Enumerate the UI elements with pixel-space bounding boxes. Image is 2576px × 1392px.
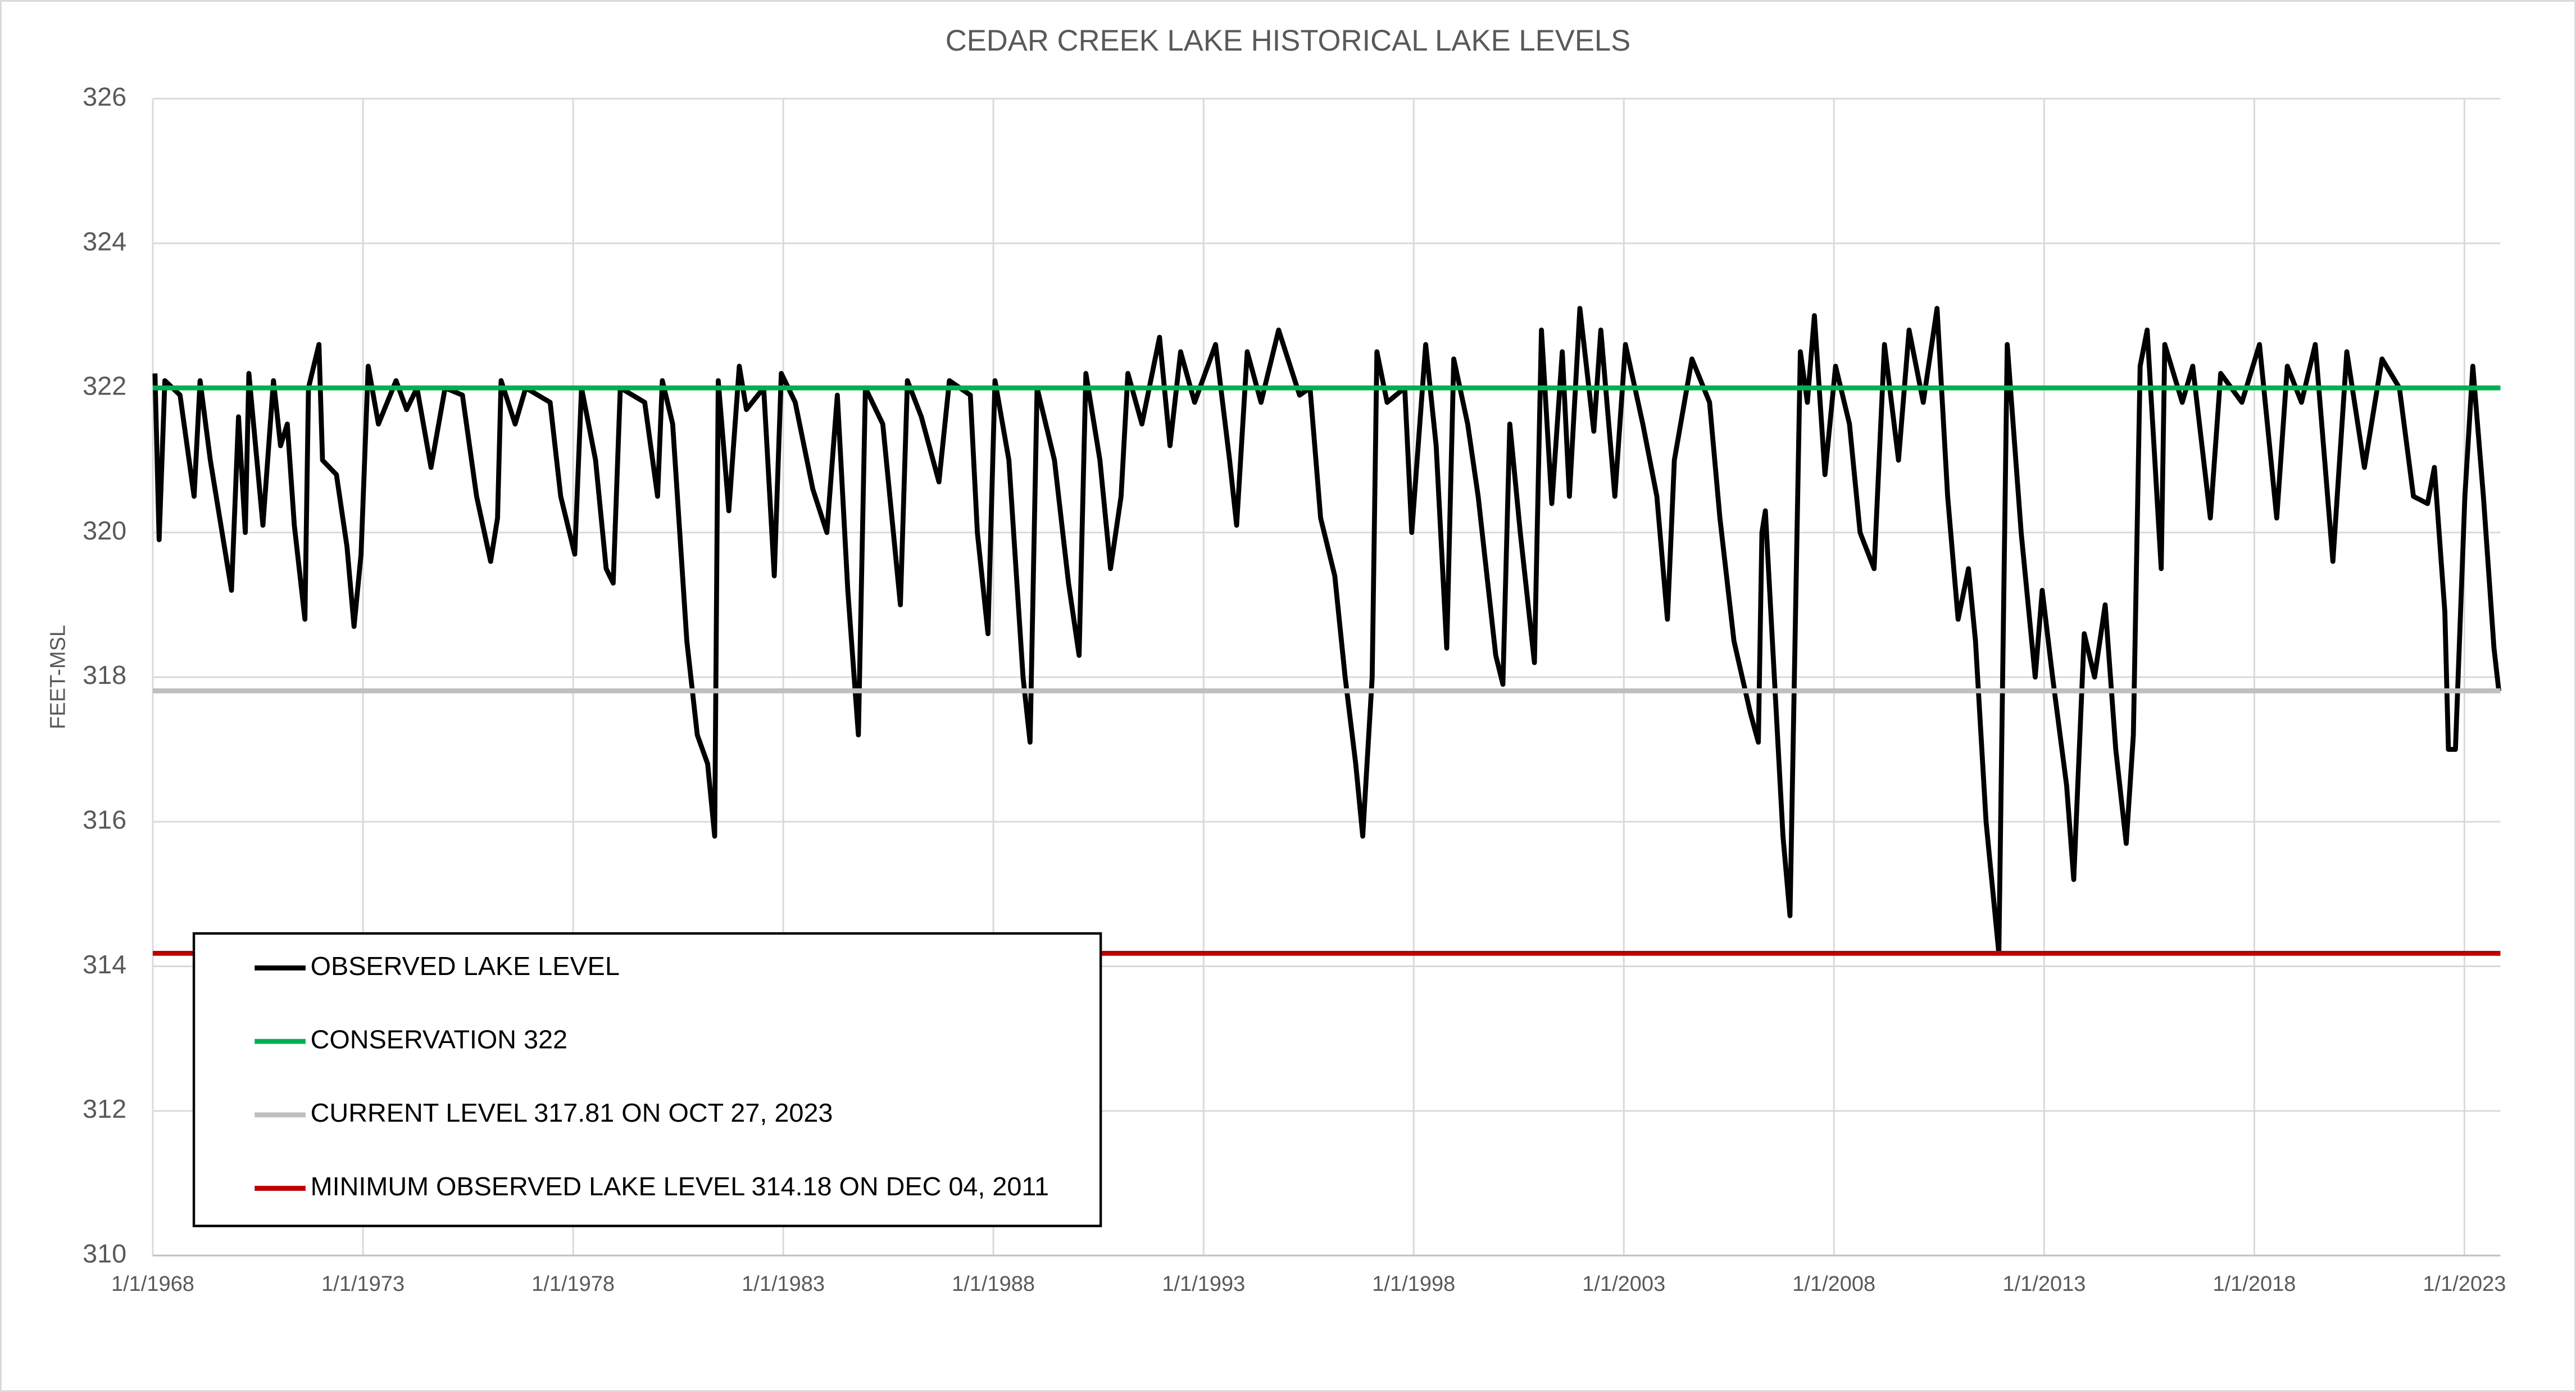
- x-tick-label: 1/1/2008: [1792, 1272, 1875, 1296]
- y-tick-label: 324: [83, 226, 126, 256]
- y-tick-label: 312: [83, 1094, 126, 1123]
- legend-label: MINIMUM OBSERVED LAKE LEVEL 314.18 ON DE…: [311, 1172, 1049, 1201]
- chart-title: CEDAR CREEK LAKE HISTORICAL LAKE LEVELS: [946, 24, 1631, 57]
- x-tick-label: 1/1/2003: [1582, 1272, 1665, 1296]
- x-tick-label: 1/1/2023: [2423, 1272, 2506, 1296]
- x-tick-label: 1/1/2013: [2002, 1272, 2086, 1296]
- x-tick-label: 1/1/2018: [2212, 1272, 2296, 1296]
- y-tick-label: 314: [83, 950, 126, 979]
- series-line: [152, 306, 2501, 956]
- legend-box: [192, 932, 1102, 1227]
- x-tick-label: 1/1/1993: [1162, 1272, 1245, 1296]
- y-tick-label: 316: [83, 805, 126, 835]
- marks: [152, 306, 2501, 956]
- x-tick-label: 1/1/1968: [111, 1272, 194, 1296]
- y-tick-label: 322: [83, 371, 126, 401]
- legend-label: OBSERVED LAKE LEVEL: [311, 951, 620, 981]
- legend-label: CURRENT LEVEL 317.81 ON OCT 27, 2023: [311, 1098, 833, 1127]
- y-tick-label: 320: [83, 516, 126, 545]
- y-tick-label: 310: [83, 1239, 126, 1268]
- x-tick-label: 1/1/1973: [321, 1272, 405, 1296]
- x-tick-label: 1/1/1978: [531, 1272, 615, 1296]
- x-tick-label: 1/1/1998: [1372, 1272, 1455, 1296]
- x-tick-label: 1/1/1988: [952, 1272, 1035, 1296]
- x-tick-label: 1/1/1983: [742, 1272, 825, 1296]
- legend: OBSERVED LAKE LEVEL CONSERVATION 322 CURRE…: [192, 932, 1102, 1227]
- legend-label: CONSERVATION 322: [311, 1025, 567, 1054]
- y-tick-label: 318: [83, 660, 126, 690]
- y-axis-label: FEET-MSL: [46, 625, 70, 729]
- y-tick-label: 326: [83, 82, 126, 111]
